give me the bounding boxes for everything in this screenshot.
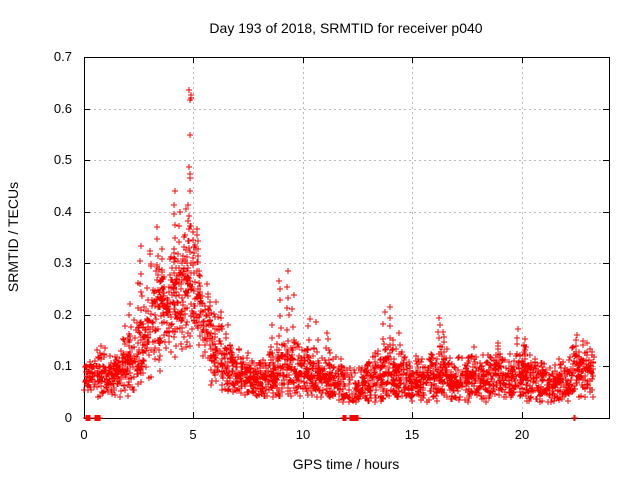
y-tick-label: 0.1 [54,358,72,373]
x-axis-label: GPS time / hours [293,456,400,472]
y-tick-label: 0 [65,410,72,425]
tick-labels: 0 5 10 15 20 0 0.1 0.2 0.3 0.4 0.5 0.6 0.7 [54,49,529,442]
y-axis-label: SRMTID / TECUs [5,182,21,292]
data-points [81,87,597,421]
x-tick-label: 5 [189,427,196,442]
x-tick-label: 15 [405,427,419,442]
y-tick-label: 0.2 [54,307,72,322]
x-tick-label: 20 [515,427,529,442]
x-tick-label: 10 [296,427,310,442]
y-tick-label: 0.5 [54,152,72,167]
chart-title: Day 193 of 2018, SRMTID for receiver p04… [209,20,482,36]
y-tick-label: 0.7 [54,49,72,64]
y-tick-label: 0.6 [54,101,72,116]
y-tick-label: 0.4 [54,204,72,219]
y-tick-label: 0.3 [54,255,72,270]
x-tick-label: 0 [80,427,87,442]
